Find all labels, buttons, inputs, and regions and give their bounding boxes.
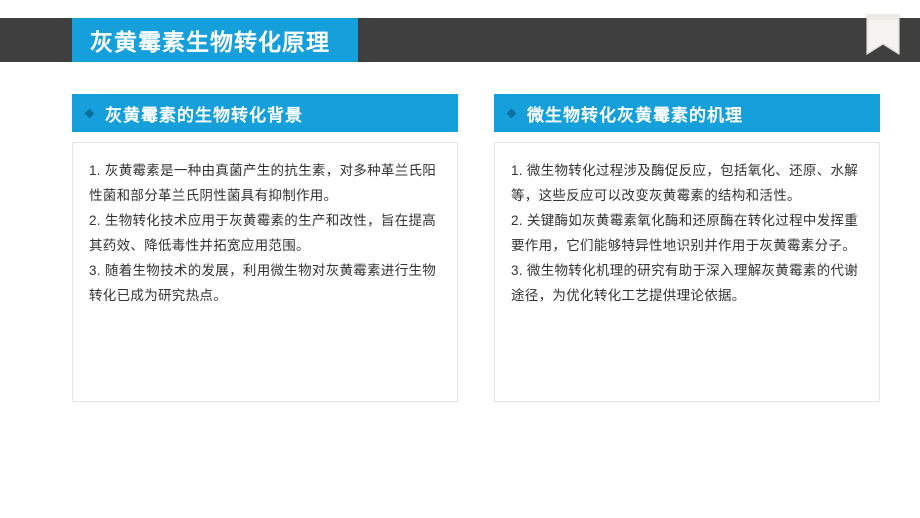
diamond-icon <box>507 108 517 118</box>
bookmark-icon <box>866 14 900 58</box>
content-area: 灰黄霉素的生物转化背景 1. 灰黄霉素是一种由真菌产生的抗生素，对多种革兰氏阳性… <box>72 94 880 402</box>
list-item: 2. 生物转化技术应用于灰黄霉素的生产和改性，旨在提高其药效、降低毒性并拓宽应用… <box>89 209 441 259</box>
left-card: 1. 灰黄霉素是一种由真菌产生的抗生素，对多种革兰氏阳性菌和部分革兰氏阴性菌具有… <box>72 142 458 402</box>
page-title: 灰黄霉素生物转化原理 <box>90 23 330 57</box>
list-item: 2. 关键酶如灰黄霉素氧化酶和还原酶在转化过程中发挥重要作用，它们能够特异性地识… <box>511 209 863 259</box>
list-item: 3. 随着生物技术的发展，利用微生物对灰黄霉素进行生物转化已成为研究热点。 <box>89 259 441 309</box>
diamond-icon <box>85 108 95 118</box>
list-item: 3. 微生物转化机理的研究有助于深入理解灰黄霉素的代谢途径，为优化转化工艺提供理… <box>511 259 863 309</box>
left-subheader-title: 灰黄霉素的生物转化背景 <box>105 101 303 126</box>
list-item: 1. 灰黄霉素是一种由真菌产生的抗生素，对多种革兰氏阳性菌和部分革兰氏阴性菌具有… <box>89 159 441 209</box>
right-card: 1. 微生物转化过程涉及酶促反应，包括氧化、还原、水解等，这些反应可以改变灰黄霉… <box>494 142 880 402</box>
left-subheader: 灰黄霉素的生物转化背景 <box>72 94 458 132</box>
list-item: 1. 微生物转化过程涉及酶促反应，包括氧化、还原、水解等，这些反应可以改变灰黄霉… <box>511 159 863 209</box>
right-column: 微生物转化灰黄霉素的机理 1. 微生物转化过程涉及酶促反应，包括氧化、还原、水解… <box>494 94 880 402</box>
right-subheader: 微生物转化灰黄霉素的机理 <box>494 94 880 132</box>
header-blue-block: 灰黄霉素生物转化原理 <box>72 18 358 62</box>
right-subheader-title: 微生物转化灰黄霉素的机理 <box>527 101 743 126</box>
header-bar: 灰黄霉素生物转化原理 <box>0 18 920 62</box>
left-column: 灰黄霉素的生物转化背景 1. 灰黄霉素是一种由真菌产生的抗生素，对多种革兰氏阳性… <box>72 94 458 402</box>
